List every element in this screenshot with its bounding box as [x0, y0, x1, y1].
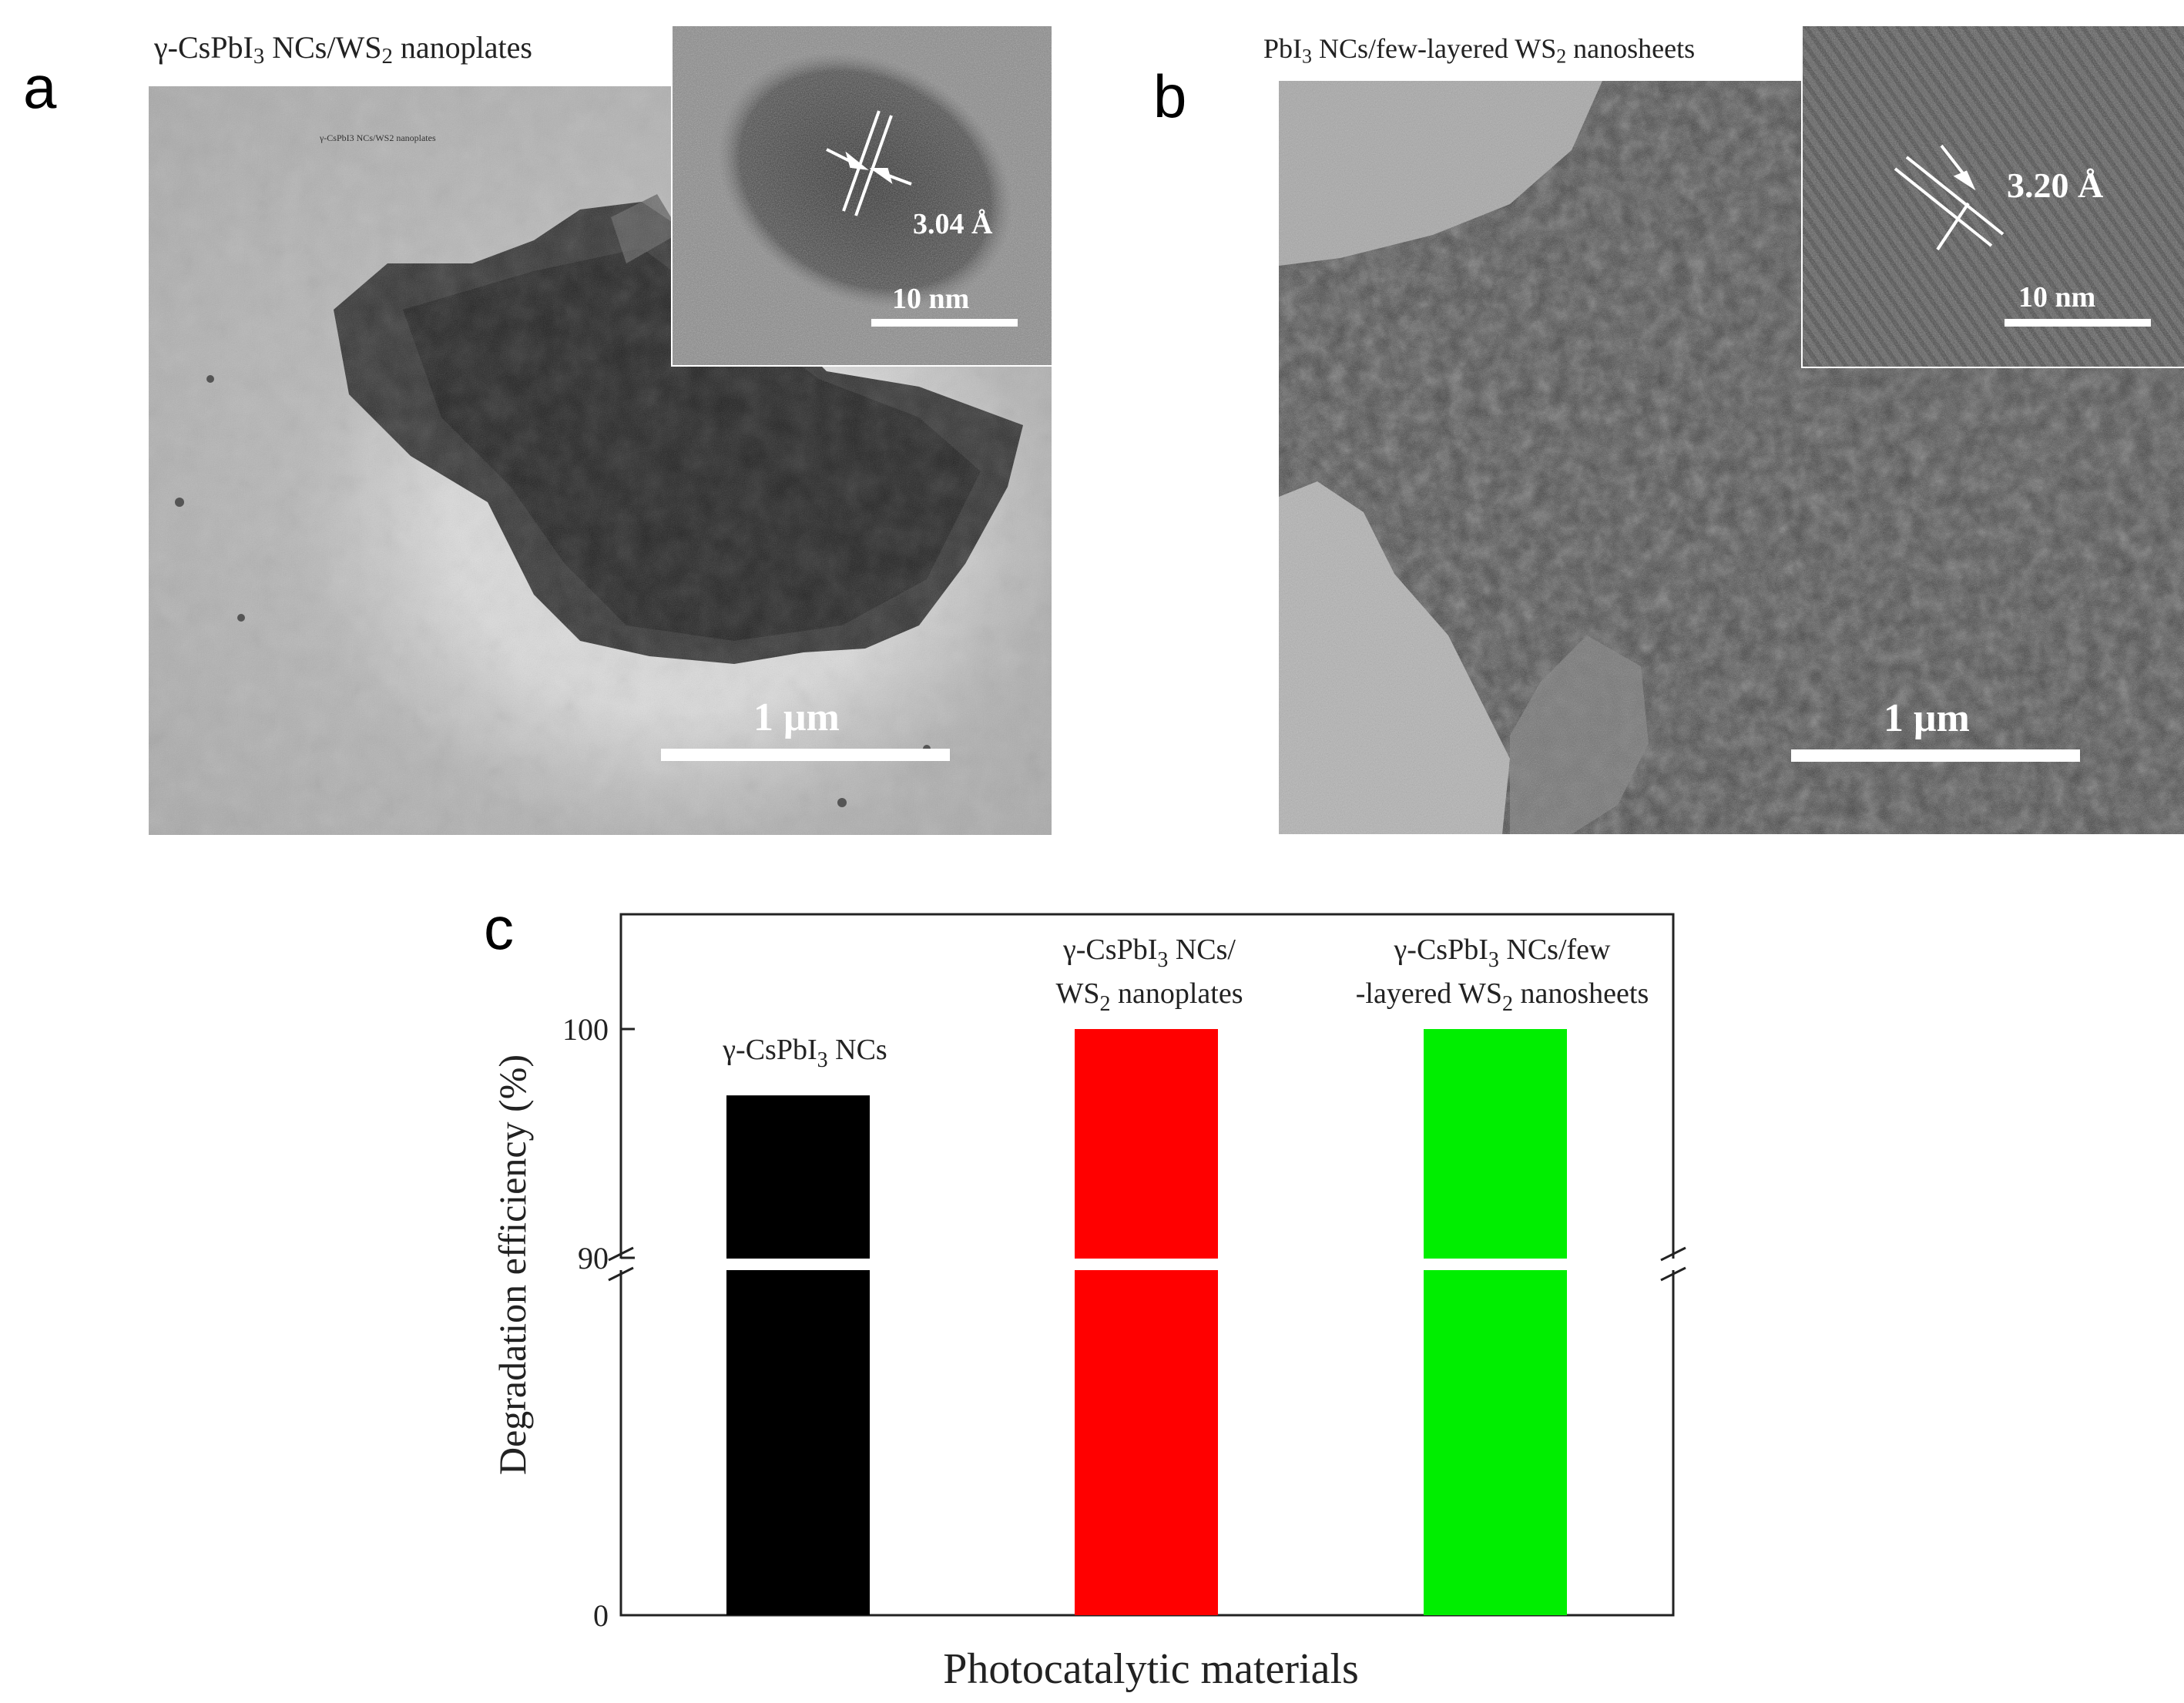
- panel-a-title: γ-CsPbI3 NCs/WS2 nanoplates: [154, 30, 532, 69]
- bar-2: [1075, 1029, 1218, 1615]
- panel-b-inset-scale-bar: [2005, 319, 2151, 327]
- lattice-fringe-arrows-icon: [1894, 144, 2005, 251]
- panel-a-lattice-spacing: 3.04 Å: [913, 208, 993, 240]
- panel-a-scale-bar: [661, 749, 950, 761]
- panel-b-inset-scale-label: 10 nm: [2018, 281, 2096, 313]
- y-tick-label-1: 0: [593, 1598, 609, 1633]
- axis-break-icon: [1660, 1246, 1686, 1262]
- panel-a-letter: a: [23, 53, 57, 121]
- panel-a-scale-label: 1 μm: [753, 696, 840, 739]
- panel-b-lattice-spacing: 3.20 Å: [2007, 166, 2104, 205]
- axis-break-icon: [608, 1266, 634, 1282]
- panel-c-letter: c: [484, 894, 514, 962]
- y-axis-label: Degradation efficiency (%): [491, 1054, 534, 1475]
- axis-break-icon: [608, 1246, 634, 1262]
- x-axis-label: Photocatalytic materials: [943, 1645, 1359, 1693]
- panel-b-scale-label: 1 μm: [1884, 696, 1970, 740]
- bar-1: [726, 1095, 870, 1615]
- lattice-fringe-arrows-icon: [826, 110, 912, 216]
- panel-b-scale-bar: [1791, 749, 2080, 762]
- panel-b-letter: b: [1153, 62, 1187, 130]
- category-label-2-line-2: WS2 nanoplates: [1055, 977, 1243, 1016]
- panel-a-hrtem-inset: 3.04 Å 10 nm: [671, 25, 1053, 367]
- panel-b-title: PbI3 NCs/few-layered WS2 nanosheets: [1263, 33, 1696, 68]
- y-tick-label-3: 100: [562, 1012, 609, 1047]
- panel-b-hrtem-inset: 3.20 Å 10 nm: [1801, 25, 2184, 368]
- axis-break-gap: [612, 1259, 1682, 1270]
- panel-a-inset-scale-label: 10 nm: [892, 283, 970, 315]
- category-label-3-line-1: γ-CsPbI3 NCs/few: [1394, 934, 1612, 972]
- chart-frame: [619, 913, 1675, 1617]
- category-label-1: γ-CsPbI3 NCs: [722, 1034, 887, 1072]
- category-label-2-line-1: γ-CsPbI3 NCs/: [1062, 934, 1236, 972]
- bar-3: [1424, 1029, 1567, 1615]
- panel-a-inset-scale-bar: [871, 319, 1018, 327]
- category-label-3-line-2: -layered WS2 nanosheets: [1356, 977, 1649, 1016]
- panel-b-tem-image: 1 μm: [1279, 81, 2184, 834]
- axis-break-icon: [1660, 1266, 1686, 1282]
- panel-a-embedded-caption: γ-CsPbI3 NCs/WS2 nanoplates: [320, 132, 436, 143]
- y-tick-label-2: 90: [578, 1241, 609, 1276]
